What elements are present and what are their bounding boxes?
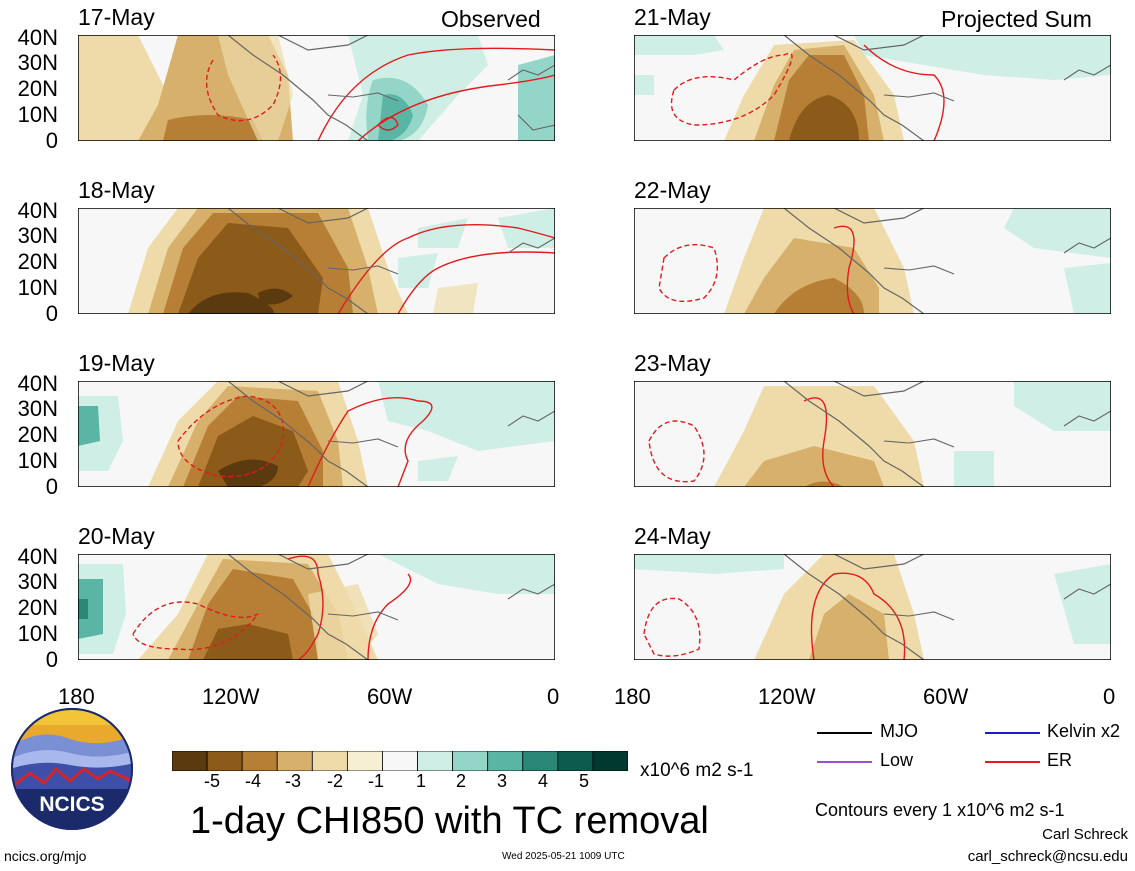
- colorbar-units: x10^6 m2 s-1: [640, 760, 754, 781]
- author: Carl Schreck: [1042, 826, 1128, 843]
- colorbar-tick: 2: [456, 771, 467, 791]
- legend-label-low: Low: [880, 750, 914, 770]
- panel-date-19-may: 19-May: [78, 350, 155, 376]
- lat-label: 20N: [17, 422, 58, 447]
- colorbar-tick: -2: [327, 771, 344, 791]
- legend-line-kelvin: [985, 732, 1040, 734]
- colorbar-swatch: [592, 751, 628, 771]
- lon-label: 120W: [758, 684, 816, 709]
- lat-label: 10N: [17, 275, 58, 300]
- lat-label: 40N: [17, 25, 58, 50]
- lon-label: 0: [1103, 684, 1116, 709]
- lat-label: 10N: [17, 102, 58, 127]
- legend-line-er: [985, 761, 1040, 763]
- panel-date-24-may: 24-May: [634, 523, 711, 549]
- map-panel-17-may: [78, 35, 555, 141]
- colorbar-swatch: [557, 751, 594, 771]
- map-panel-23-may: [634, 381, 1111, 487]
- panel-tag-observed: Observed: [441, 6, 541, 32]
- colorbar-tick: -5: [204, 771, 221, 791]
- lon-label: 60W: [367, 684, 413, 709]
- map-panel-21-may: [634, 35, 1111, 141]
- colorbar-tick: -1: [368, 771, 385, 791]
- lat-label: 30N: [17, 396, 58, 421]
- lat-label: 0: [45, 301, 58, 326]
- timestamp: Wed 2025-05-21 1009 UTC: [502, 851, 625, 862]
- main-title: 1-day CHI850 with TC removal: [190, 800, 709, 842]
- colorbar: [172, 751, 628, 771]
- colorbar-swatch: [172, 751, 208, 771]
- colorbar-swatch: [487, 751, 524, 771]
- lat-label: 40N: [17, 198, 58, 223]
- lon-label: 180: [58, 684, 95, 709]
- site-link[interactable]: ncics.org/mjo: [4, 848, 87, 864]
- lat-label: 30N: [17, 569, 58, 594]
- lat-label: 10N: [17, 621, 58, 646]
- lat-label: 20N: [17, 249, 58, 274]
- map-panel-22-may: [634, 208, 1111, 314]
- ncics-logo: NCICS: [11, 708, 133, 830]
- panel-date-23-may: 23-May: [634, 350, 711, 376]
- lat-label: 40N: [17, 371, 58, 396]
- colorbar-tick: 4: [538, 771, 549, 791]
- colorbar-swatch: [522, 751, 559, 771]
- panel-date-20-may: 20-May: [78, 523, 155, 549]
- lon-label: 60W: [923, 684, 969, 709]
- legend-label-er: ER: [1047, 750, 1073, 770]
- lat-label: 40N: [17, 544, 58, 569]
- legend-line-mjo: [817, 732, 872, 734]
- lat-label: 0: [45, 647, 58, 672]
- map-panel-20-may: [78, 554, 555, 660]
- colorbar-tick: 5: [579, 771, 590, 791]
- legend-label-kelvin: Kelvin x2: [1047, 721, 1121, 741]
- author-email[interactable]: carl_schreck@ncsu.edu: [967, 848, 1128, 865]
- colorbar-swatch: [311, 751, 348, 771]
- lon-label: 0: [547, 684, 560, 709]
- logo-text: NCICS: [39, 793, 104, 816]
- colorbar-swatch: [417, 751, 454, 771]
- lon-label: 180: [614, 684, 651, 709]
- map-panel-19-may: [78, 381, 555, 487]
- colorbar-tick: 3: [497, 771, 508, 791]
- lat-label: 20N: [17, 76, 58, 101]
- colorbar-swatch: [241, 751, 278, 771]
- panel-date-18-may: 18-May: [78, 177, 155, 203]
- lat-label: 30N: [17, 50, 58, 75]
- colorbar-swatch: [206, 751, 243, 771]
- panel-date-21-may: 21-May: [634, 4, 711, 30]
- lat-label: 30N: [17, 223, 58, 248]
- lat-label: 0: [45, 474, 58, 499]
- lat-label: 0: [45, 128, 58, 153]
- colorbar-tick: -3: [285, 771, 302, 791]
- colorbar-tick: 1: [416, 771, 427, 791]
- map-panel-18-may: [78, 208, 555, 314]
- panel-tag-projected: Projected Sum: [941, 6, 1092, 32]
- colorbar-tick: -4: [245, 771, 262, 791]
- panel-date-17-may: 17-May: [78, 4, 155, 30]
- legend-line-low: [817, 761, 872, 763]
- contour-note: Contours every 1 x10^6 m2 s-1: [815, 800, 1065, 820]
- lat-label: 10N: [17, 448, 58, 473]
- map-panel-24-may: [634, 554, 1111, 660]
- colorbar-swatch: [382, 751, 418, 771]
- colorbar-swatch: [346, 751, 383, 771]
- colorbar-swatch: [276, 751, 313, 771]
- lat-label: 20N: [17, 595, 58, 620]
- colorbar-swatch: [452, 751, 489, 771]
- legend-label-mjo: MJO: [880, 721, 918, 741]
- panel-date-22-may: 22-May: [634, 177, 711, 203]
- lon-label: 120W: [202, 684, 260, 709]
